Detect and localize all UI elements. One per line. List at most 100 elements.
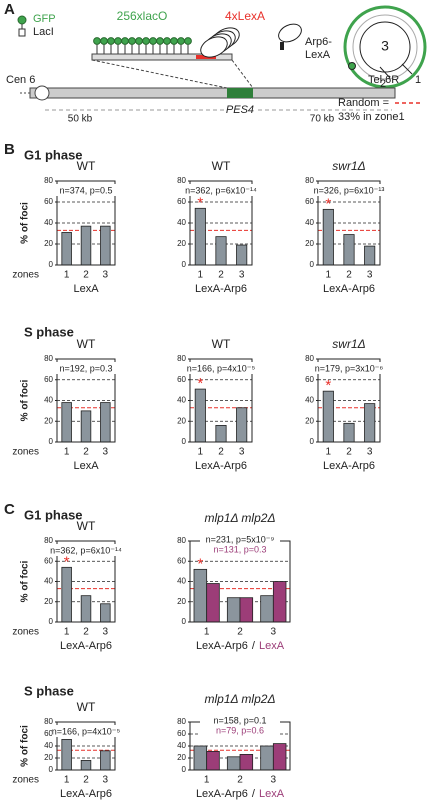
bar	[272, 581, 287, 623]
section-title: S phase	[24, 324, 74, 339]
x-tick-label: 2	[237, 775, 243, 786]
section-title: S phase	[24, 683, 74, 698]
bar	[364, 245, 376, 266]
y-tick-label: 60	[44, 375, 53, 384]
lexa-icon	[280, 42, 284, 50]
stats-annotation: n=231, p=5x10⁻⁹	[206, 534, 275, 544]
y-tick-label: 60	[305, 375, 314, 384]
laco-focus	[142, 37, 150, 45]
random-label: 33% in zone1	[338, 111, 405, 123]
label-bg	[52, 184, 120, 196]
label-bg	[52, 544, 120, 556]
significance-marker: *	[197, 194, 203, 211]
x-tick-label: 1	[64, 627, 70, 638]
y-tick-label: 60	[44, 197, 53, 206]
bar	[61, 402, 72, 443]
stats-annotation: n=166, p=4x10⁻⁵	[187, 363, 256, 373]
y-tick-label: 0	[49, 765, 54, 774]
label-bg	[200, 726, 280, 736]
plot-frame	[56, 540, 116, 623]
chart-title: WT	[212, 337, 231, 351]
chart-title: WT	[77, 519, 96, 533]
x-axis-label: LexA-Arp6	[60, 788, 112, 800]
zoom-line	[91, 59, 228, 89]
plot-frame	[56, 721, 116, 771]
bar	[226, 756, 241, 771]
bar	[193, 745, 208, 771]
bar	[80, 410, 92, 443]
y-tick-label: 20	[44, 753, 53, 762]
bar	[260, 595, 274, 623]
label-bg	[52, 362, 120, 374]
x-axis-label: LexA-Arp6	[323, 283, 375, 295]
x-tick-label: 2	[237, 627, 243, 638]
bar	[322, 208, 334, 266]
y-tick-label: 80	[44, 354, 53, 363]
laco-focus	[156, 37, 164, 45]
zone-label: 3	[381, 38, 389, 54]
bar	[194, 388, 206, 443]
legend-separator: /	[252, 640, 256, 652]
y-tick-label: 40	[177, 577, 186, 586]
x-tick-label: 1	[326, 270, 332, 281]
y-tick-label: 20	[177, 753, 186, 762]
y-tick-label: 20	[305, 416, 314, 425]
laco-focus	[114, 37, 122, 45]
label-bg	[52, 725, 120, 737]
distance-label: 70 kb	[310, 114, 335, 125]
bar	[80, 760, 92, 771]
y-tick-label: 40	[305, 396, 314, 405]
arp6-label: Arp6-	[305, 36, 332, 48]
x-tick-label: 2	[83, 775, 89, 786]
bar	[61, 566, 72, 623]
x-tick-label: 3	[103, 775, 109, 786]
x-tick-label: 3	[103, 447, 109, 458]
y-tick-label: 40	[305, 218, 314, 227]
plot-frame	[56, 358, 116, 443]
chromosome	[29, 87, 396, 99]
x-axis-label: zones	[12, 270, 39, 281]
label-bg	[200, 716, 280, 726]
centromere	[34, 85, 50, 101]
significance-marker: *	[325, 195, 331, 212]
x-tick-label: 2	[83, 447, 89, 458]
x-axis-label: zones	[12, 775, 39, 786]
x-tick-label: 1	[326, 447, 332, 458]
bar	[239, 754, 254, 771]
plot-frame	[317, 358, 381, 443]
zone-label: 1	[415, 74, 421, 86]
arp6-icon	[278, 23, 302, 43]
x-tick-label: 1	[64, 447, 70, 458]
y-tick-label: 60	[177, 556, 186, 565]
lexa-label: 4xLexA	[225, 9, 265, 23]
laco-focus	[121, 37, 129, 45]
laco-array	[93, 37, 192, 54]
stats-annotation: n=192, p=0.3	[59, 363, 112, 373]
y-tick-label: 0	[310, 260, 315, 269]
bar	[343, 422, 355, 443]
y-tick-label: 80	[305, 176, 314, 185]
arp6-label: LexA	[305, 49, 331, 61]
x-axis-label: LexA-Arp6	[60, 640, 112, 652]
x-tick-label: 2	[83, 627, 89, 638]
laco-focus	[135, 37, 143, 45]
y-tick-label: 60	[177, 729, 186, 738]
y-tick-label: 0	[49, 437, 54, 446]
bar	[239, 597, 254, 623]
section-title: G1 phase	[24, 507, 83, 522]
stats-annotation: n=158, p=0.1	[213, 715, 266, 725]
y-axis-label: % of foci	[20, 560, 31, 602]
chart-title: WT	[212, 159, 231, 173]
plasmid-bar	[91, 53, 233, 61]
y-tick-label: 80	[177, 176, 186, 185]
x-tick-label: 3	[367, 270, 373, 281]
panel-label: C	[4, 501, 15, 518]
bar	[193, 568, 208, 623]
y-tick-label: 80	[44, 176, 53, 185]
x-tick-label: 3	[239, 270, 245, 281]
bar	[226, 597, 241, 623]
y-tick-label: 80	[44, 536, 53, 545]
plot-frame	[56, 180, 116, 266]
x-tick-label: 2	[346, 270, 352, 281]
distance-label: 50 kb	[68, 114, 93, 125]
